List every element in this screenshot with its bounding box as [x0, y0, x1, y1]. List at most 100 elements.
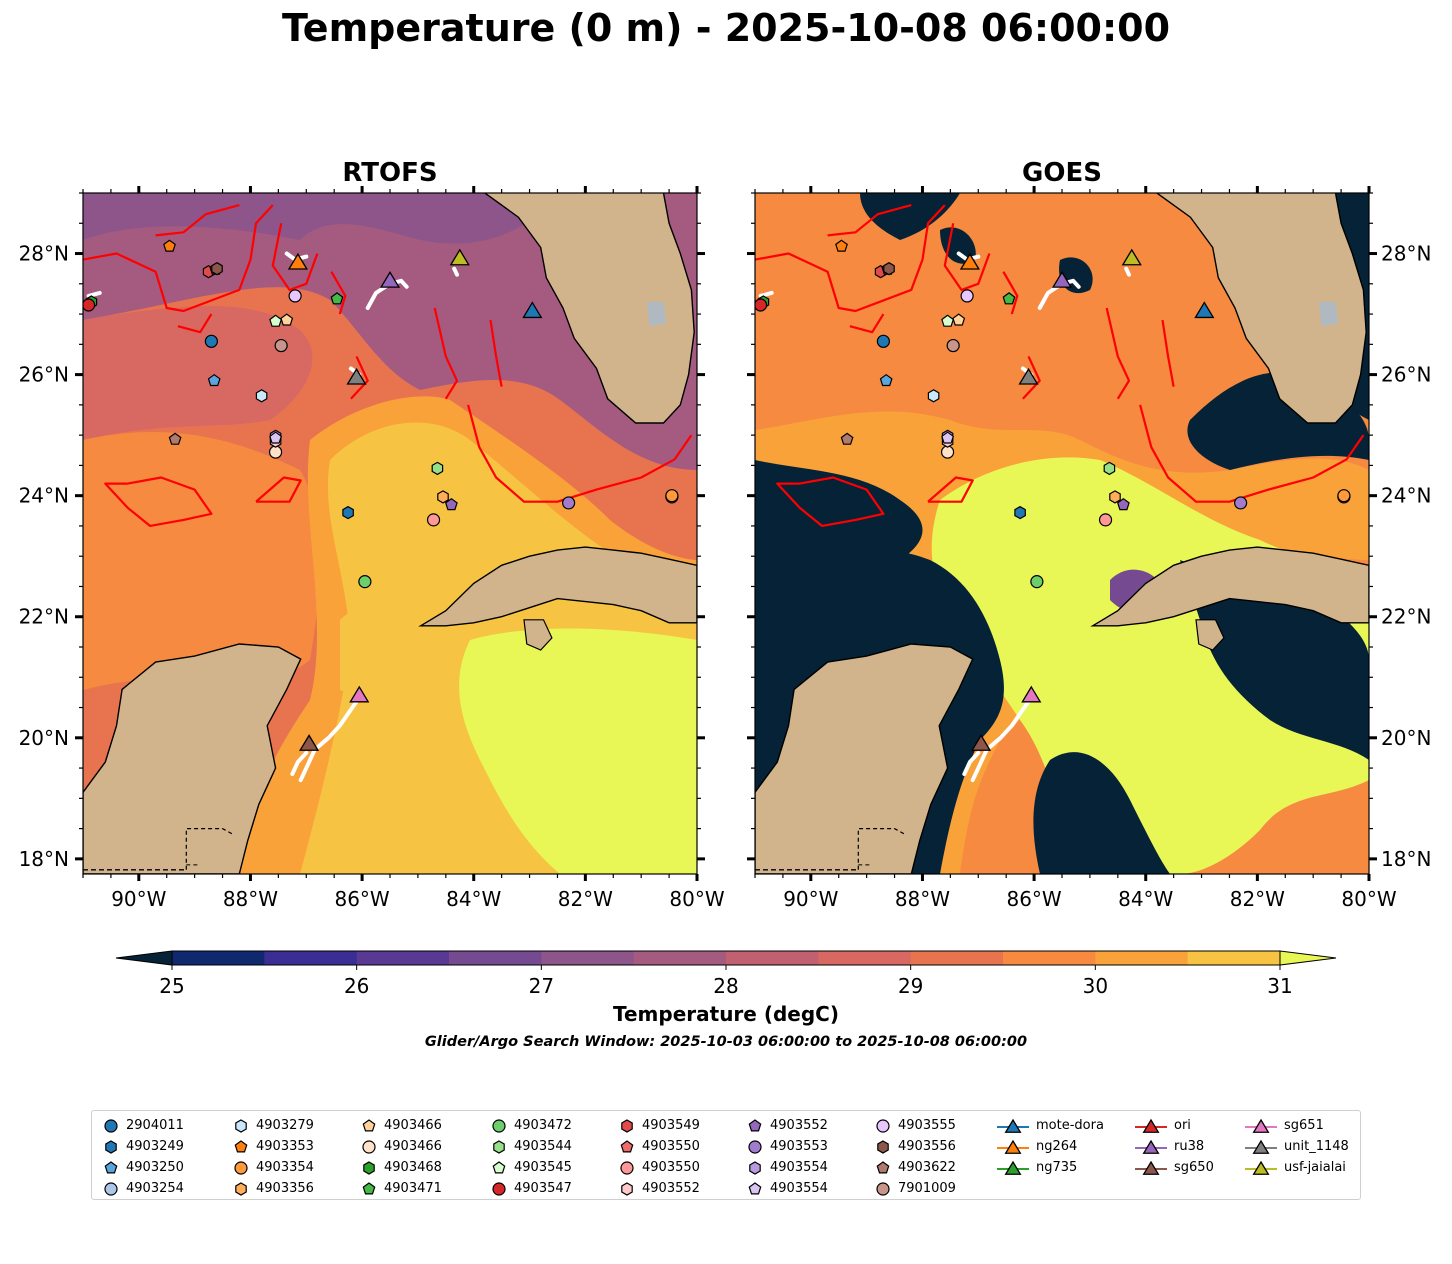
- legend-item-glider: ng264: [996, 1136, 1104, 1157]
- lat-tick-label: 26°N: [19, 363, 69, 387]
- landmass-florida: [1155, 193, 1367, 424]
- argo-float-marker: 4903555: [960, 289, 974, 303]
- legend-item-float: 4903471: [360, 1178, 442, 1199]
- argo-float-marker: 2904011: [876, 334, 890, 348]
- legend-item-label: ng735: [1036, 1160, 1078, 1175]
- argo-float-marker: 4903554: [269, 431, 283, 444]
- argo-float-marker: 4903466: [268, 445, 283, 459]
- sst-mid-west: [83, 306, 313, 440]
- legend-item-glider: mote-dora: [996, 1115, 1104, 1136]
- thermal-front-contour: [1105, 307, 1131, 400]
- legend-item-label: 4903254: [126, 1181, 184, 1196]
- thermal-front-contour: [330, 271, 347, 315]
- legend-float-marker: [362, 1118, 376, 1131]
- colorbar-tick-label: 28: [713, 974, 738, 998]
- argo-float-marker: 4903356: [1109, 490, 1121, 504]
- lon-tick-label: 80°W: [1341, 887, 1396, 911]
- thermal-front-contour: [755, 204, 946, 313]
- colorbar-bin: [541, 951, 635, 965]
- cloud-mask-caribbean: [1033, 752, 1170, 874]
- argo-float-marker: 4903552: [444, 497, 458, 511]
- legend-column: 2904011 4903249 4903250 4903254: [102, 1115, 184, 1199]
- lat-tick-label: 22°N: [19, 605, 69, 629]
- legend-item-float: 4903279: [232, 1115, 314, 1136]
- colorbar-bin: [818, 951, 912, 965]
- colorbar-bin: [264, 951, 358, 965]
- legend-item-label: 4903354: [256, 1160, 314, 1175]
- legend-float-symbol: [235, 1181, 247, 1196]
- legend-float-marker: [492, 1118, 506, 1133]
- legend-item-float: 4903556: [874, 1136, 956, 1157]
- legend-item-label: 7901009: [898, 1181, 956, 1196]
- legend-float-marker: [748, 1118, 762, 1131]
- cloud-mask-north: [860, 193, 960, 240]
- legend-glider-symbol: [1135, 1139, 1167, 1154]
- legend-float-symbol: [105, 1139, 117, 1154]
- legend-glider-symbol: [1135, 1118, 1167, 1133]
- legend-item-label: unit_1148: [1284, 1139, 1349, 1154]
- legend-float-marker: [104, 1118, 118, 1133]
- argo-float-marker: 4903553: [562, 496, 576, 510]
- glider-marker: ru38: [1051, 271, 1073, 288]
- colorbar-extend-high: [1279, 950, 1337, 966]
- colorbar-tick-label: 29: [898, 974, 923, 998]
- legend-item-label: 4903549: [642, 1118, 700, 1133]
- legend-float-symbol: [621, 1181, 633, 1196]
- legend-item-label: 4903544: [514, 1139, 572, 1154]
- legend: 2904011 4903249 4903250 4903254 4903279 49033…: [91, 1110, 1361, 1200]
- legend-float-marker: [748, 1181, 762, 1194]
- legend-column: 4903279 4903353 4903354 4903356: [232, 1115, 314, 1199]
- legend-item-label: 4903466: [384, 1139, 442, 1154]
- legend-item-label: 4903353: [256, 1139, 314, 1154]
- legend-float-marker: [749, 1160, 761, 1175]
- legend-item-glider: sg651: [1244, 1115, 1349, 1136]
- argo-float-marker: 4903466: [280, 313, 294, 326]
- legend-glider-marker: [1004, 1118, 1022, 1133]
- lon-tick-label: 82°W: [558, 887, 613, 911]
- legend-column: 4903549 4903550 4903550 4903552: [618, 1115, 700, 1199]
- colorbar-extend-low: [115, 950, 173, 966]
- lon-tick-label: 88°W: [223, 887, 278, 911]
- argo-float-marker: 4903547: [755, 298, 768, 312]
- thermal-front-contour: [489, 319, 503, 387]
- legend-float-symbol: [876, 1118, 890, 1133]
- glider-marker: usf-jaialai: [1121, 248, 1142, 266]
- glider-marker: usf-jaialai: [449, 248, 470, 266]
- glider-track: [290, 750, 309, 777]
- glider-marker: sg650: [298, 734, 320, 751]
- legend-glider-symbol: [997, 1139, 1029, 1154]
- glider-marker: mote-dora: [522, 301, 543, 319]
- landmass-cuba: [1090, 546, 1369, 627]
- glider-track: [452, 266, 459, 277]
- argo-float-marker: 4903249: [342, 505, 354, 520]
- legend-glider-marker: [1252, 1139, 1270, 1154]
- legend-float-marker: [493, 1139, 505, 1154]
- lake-okeechobee: [1318, 302, 1339, 327]
- legend-item-label: 4903554: [770, 1181, 828, 1196]
- sst-hottest-caribbean: [459, 628, 697, 874]
- colorbar-bin: [633, 951, 727, 965]
- legend-item-float: 4903249: [102, 1136, 184, 1157]
- argo-float-marker: 4903553: [1234, 496, 1248, 510]
- glider-track: [86, 290, 102, 298]
- argo-float-marker: 4903544: [431, 461, 444, 476]
- thermal-front-contour: [1022, 355, 1041, 400]
- thermal-front-contour: [271, 223, 319, 291]
- legend-item-label: mote-dora: [1036, 1118, 1104, 1133]
- legend-float-symbol: [748, 1181, 762, 1194]
- glider-marker: ng264: [959, 252, 980, 270]
- lat-tick-label: 28°N: [1381, 242, 1431, 266]
- colorbar-bin: [1187, 951, 1281, 965]
- legend-item-float: 4903466: [360, 1136, 442, 1157]
- legend-item-glider: sg650: [1134, 1157, 1214, 1178]
- landmass-florida: [483, 193, 695, 424]
- legend-float-symbol: [362, 1181, 376, 1194]
- legend-float-symbol: [493, 1139, 505, 1154]
- lake-okeechobee: [646, 302, 667, 327]
- legend-item-float: 4903552: [618, 1178, 700, 1199]
- legend-glider-symbol: [1245, 1118, 1277, 1133]
- glider-track: [758, 290, 774, 298]
- argo-float-marker: 7901009: [274, 338, 288, 353]
- legend-float-marker: [876, 1118, 890, 1133]
- legend-float-marker: [621, 1118, 633, 1133]
